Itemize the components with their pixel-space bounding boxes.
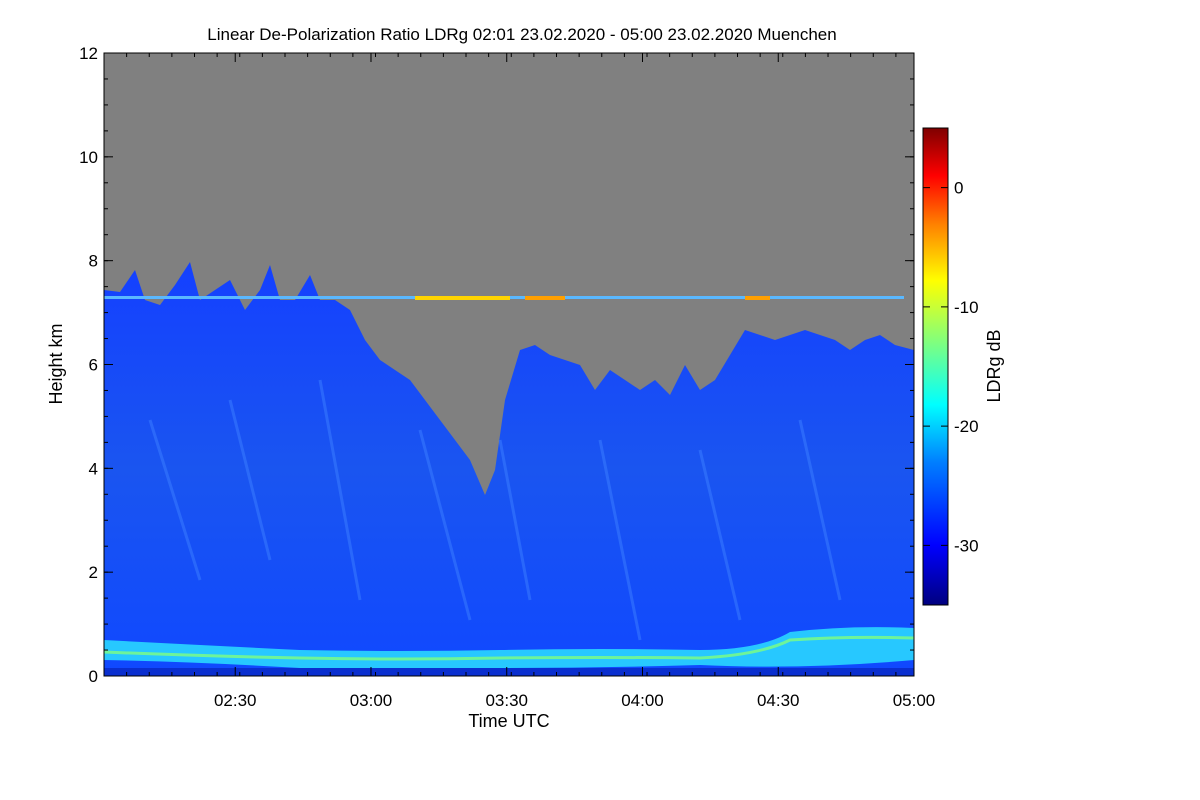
x-tick-label: 02:30 — [214, 691, 257, 710]
y-tick-label: 6 — [89, 356, 98, 375]
y-tick-label: 2 — [89, 563, 98, 582]
colorbar — [922, 127, 949, 606]
colorbar-label: LDRg dB — [984, 329, 1004, 402]
melting-layer-highlight-1 — [415, 296, 510, 300]
colorbar-tick-label: -20 — [954, 417, 979, 436]
melting-layer-highlight-2 — [525, 296, 565, 300]
cloud-echo-region — [104, 262, 914, 676]
melting-layer-highlight-3 — [745, 296, 770, 300]
y-tick-label: 0 — [89, 667, 98, 686]
x-tick-label: 03:30 — [485, 691, 528, 710]
x-tick-label: 05:00 — [893, 691, 936, 710]
x-axis: 02:30 03:00 03:30 04:00 04:30 05:00 — [126, 53, 936, 710]
x-tick-label: 03:00 — [350, 691, 393, 710]
y-tick-label: 12 — [79, 44, 98, 63]
chart-title: Linear De-Polarization Ratio LDRg 02:01 … — [207, 25, 836, 44]
cloud-streaks — [148, 379, 842, 641]
x-axis-label: Time UTC — [468, 711, 549, 731]
y-axis-label: Height km — [46, 323, 66, 404]
colorbar-tick-label: -10 — [954, 298, 979, 317]
y-tick-label: 10 — [79, 148, 98, 167]
colorbar-tick-label: 0 — [954, 179, 963, 198]
y-axis: 0 2 4 6 8 10 12 — [79, 44, 914, 686]
x-tick-label: 04:30 — [757, 691, 800, 710]
colorbar-ticks: 0 -10 -20 -30 — [923, 179, 979, 555]
x-tick-label: 04:00 — [621, 691, 664, 710]
surface-band — [104, 668, 914, 676]
y-tick-label: 4 — [89, 459, 98, 478]
y-tick-label: 8 — [89, 252, 98, 271]
low-level-core — [104, 635, 914, 661]
colorbar-tick-label: -30 — [954, 536, 979, 555]
